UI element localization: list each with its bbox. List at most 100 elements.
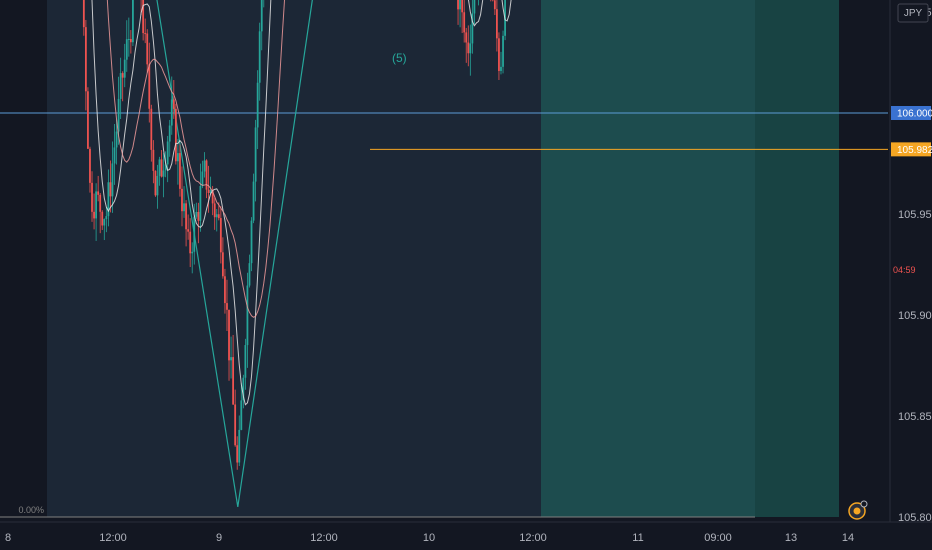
candle-body [119,73,122,99]
candle-body [252,181,255,221]
candle-body [473,0,476,14]
candle-body [461,0,464,13]
candle-body [123,59,126,78]
candle-body [471,13,474,44]
candle-body [113,147,116,164]
x-tick-5: 12:00 [519,532,547,544]
price-tag-bg-4 [891,106,931,120]
fib-labels-layer: 61.80%50.00%38.20%0.00%23.60% [18,505,44,515]
candle-body [93,211,95,219]
candle-body [154,170,157,196]
y-tick-6: 105.900 [898,310,932,322]
candle-body [177,153,179,162]
candle-body [125,39,128,60]
candle-body [232,357,235,405]
candle-body [230,357,232,361]
candle-body [172,99,175,109]
candle-body [242,377,245,401]
candle-body [248,263,251,286]
candle-body [199,186,202,221]
candle-body [132,0,134,43]
take-profit-zone [541,0,839,517]
candle-body [101,211,104,226]
ma-fast [91,0,512,406]
price-tag-5: 105.982 [897,145,932,156]
currency-badge[interactable]: JPY [897,3,929,23]
y-tick-5: 105.950 [898,209,932,221]
candle-body [254,127,257,182]
candle-body [95,191,98,219]
candle-body [99,194,102,212]
candle-body [146,33,149,65]
wave-layer [156,0,313,507]
candle-body [234,404,237,446]
candle-body [236,445,239,463]
candle-body [203,160,206,172]
candle-body [109,182,112,197]
candle-body [105,216,108,220]
candle-body [217,214,220,219]
candle-body [205,160,208,190]
candle-body [211,189,214,204]
candle-body [496,9,498,39]
time-axis[interactable]: 8 12:00 9 12:00 10 12:00 11 09:00 13 14 [0,521,932,544]
x-tick-9: 14 [842,532,854,544]
candle-body [215,214,218,218]
candle-body [493,0,496,10]
replay-icon[interactable] [848,500,868,520]
candle-body [97,191,100,195]
x-tick-8: 13 [785,532,797,544]
x-tick-4: 10 [423,532,435,544]
candle-body [463,12,466,33]
candle-body [213,203,216,218]
candle-body [144,33,147,35]
candle-body [115,131,118,148]
candle-body [117,98,120,132]
candle-body [260,0,263,32]
candle-body [226,303,228,310]
wave-path [156,0,313,507]
candle-body [201,171,204,187]
candle-body [467,42,470,54]
candle-body [168,125,171,142]
candle-body [152,149,155,171]
candle-body [219,218,222,253]
zones-layer [47,0,839,518]
candle-body [193,216,196,252]
y-tick-8: 105.800 [898,512,932,524]
candle-body [84,27,87,92]
candle-body [107,182,110,217]
candle-body [469,43,472,54]
candle-body [158,159,161,176]
candle-body [457,0,459,10]
x-tick-2: 9 [216,532,222,544]
candle-body [162,170,165,177]
candle-body [187,229,190,232]
price-tag-bg-5 [891,142,931,157]
candle-body [170,99,173,126]
horizontal-lines-layer [0,112,888,518]
candle-body [195,211,198,217]
x-tick-7: 09:00 [704,532,732,544]
x-tick-0: 8 [5,532,11,544]
candle-body [181,188,183,212]
x-tick-6: 11 [632,532,643,544]
candle-body [179,153,181,189]
x-tick-1: 12:00 [99,532,127,544]
fib-label-3: 0.00% [18,505,44,515]
candle-body [459,0,461,10]
candle-body [250,220,253,264]
candle-body [183,203,185,212]
price-tag-4: 106.000 [897,109,932,120]
candle-body [103,219,106,226]
candle-body [238,429,241,463]
candle-body [207,189,210,194]
candle-body [91,182,93,212]
candle-body [246,285,249,346]
fib-zone-lower [47,0,755,518]
candle-body [224,276,226,304]
y-tick-7: 105.850 [898,411,932,423]
candle-body [121,73,124,78]
candle-body [185,203,187,230]
